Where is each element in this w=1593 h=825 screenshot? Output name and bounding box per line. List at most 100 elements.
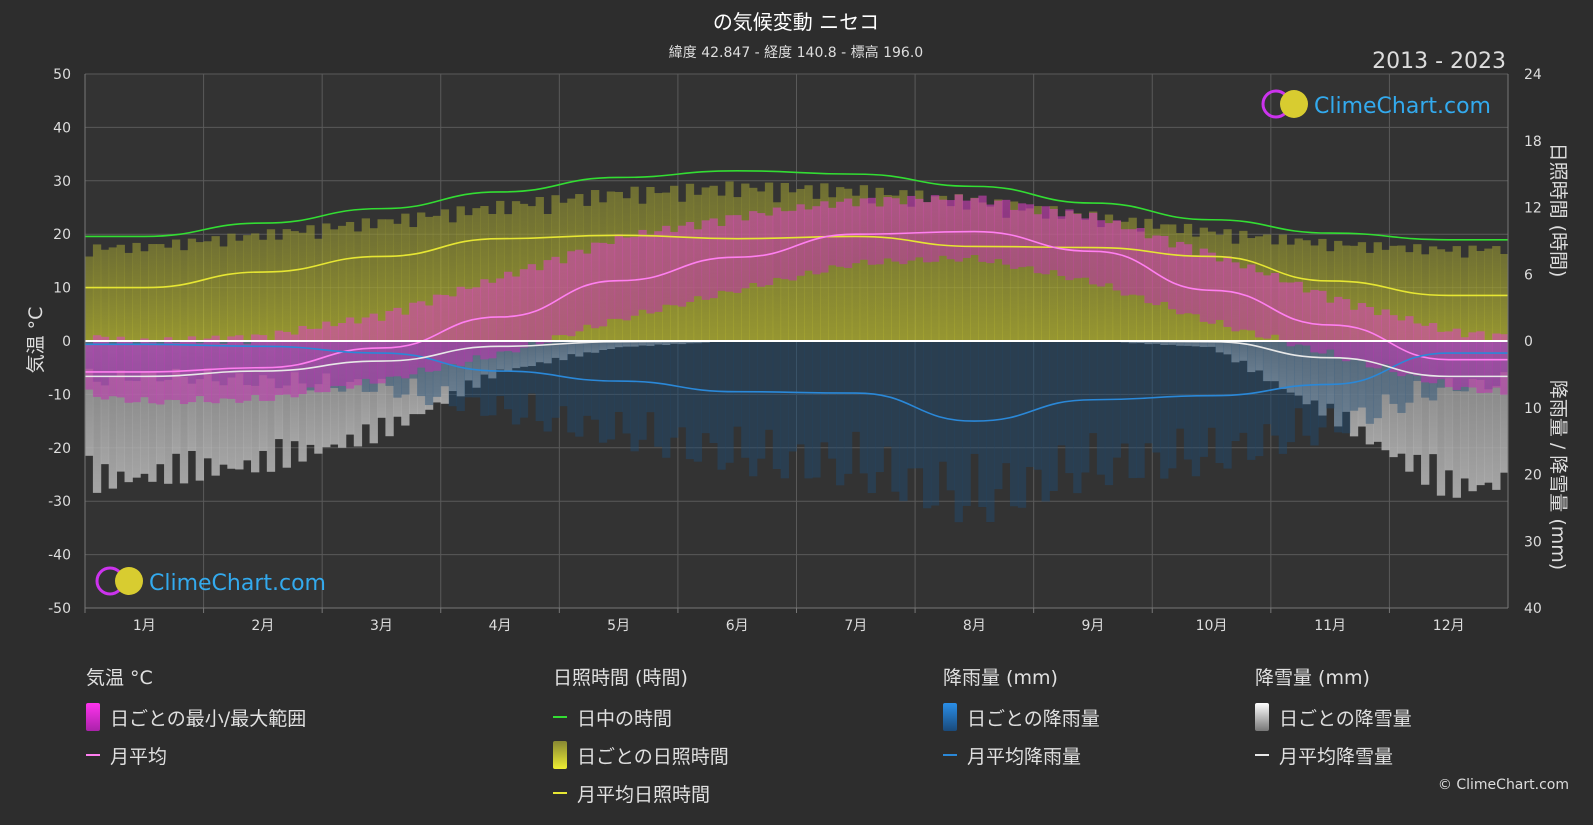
daily-temp-range-bar (385, 311, 394, 377)
daily-snow-bar (1255, 341, 1264, 371)
daily-temp-range-bar (677, 225, 687, 307)
daily-temp-range-bar (670, 231, 679, 306)
daily-rain-bar (693, 341, 703, 462)
daily-temp-range-bar (235, 335, 244, 403)
daily-sun-bar (938, 195, 948, 341)
tick-label-sun: 24 (1524, 67, 1542, 83)
daily-snow-bar (1444, 341, 1454, 471)
daily-rain-bar (1326, 341, 1335, 409)
daily-sun-bar (511, 201, 521, 341)
logo-text-bottom: ClimeChart.com (149, 571, 326, 596)
daily-temp-range-bar (353, 323, 363, 386)
daily-temp-range-bar (187, 336, 197, 403)
daily-temp-range-bar (1089, 212, 1098, 285)
daily-rain-bar (701, 341, 710, 434)
daily-sun-bar (266, 229, 276, 341)
daily-snow-bar (1460, 341, 1469, 479)
daily-rain-bar (749, 341, 758, 477)
legend-snow-title: 降雪量 (mm) (1255, 667, 1370, 689)
daily-rain-bar (630, 341, 639, 452)
legend-sun-daylight: 日中の時間 (553, 706, 729, 730)
series-line-月平均日照時間 (85, 234, 1508, 297)
daily-rain-bar (535, 341, 544, 422)
tick-label-sun: 18 (1524, 134, 1542, 150)
legend-sun-daily: 日ごとの日照時間 (553, 741, 729, 769)
daily-sun-bar (1302, 240, 1311, 341)
daily-temp-range-bar (448, 296, 457, 364)
daily-sun-bar (440, 209, 450, 341)
daily-temp-range-bar (527, 264, 537, 341)
daily-rain-bar (1049, 341, 1058, 491)
daily-rain-bar (559, 341, 568, 407)
daily-temp-range-bar (812, 206, 821, 275)
daily-temp-range-bar (899, 204, 908, 265)
logo-top: ClimeChart.com (1261, 89, 1491, 119)
daily-temp-range-bar (1310, 289, 1319, 353)
daily-snow-bar (1128, 341, 1137, 344)
daily-temp-range-bar (1270, 273, 1280, 335)
daily-temp-range-bar (1009, 209, 1019, 269)
daily-sun-bar (1341, 245, 1351, 341)
tick-label-temp: -10 (48, 387, 71, 403)
daily-temp-range-bar (251, 334, 260, 395)
daily-sun-bar (1318, 238, 1327, 341)
daily-temp-range-bar (100, 336, 110, 400)
daily-rain-bar (1278, 341, 1288, 454)
daily-sun-bar (251, 233, 260, 341)
daily-rain-bar (780, 341, 789, 479)
daily-rain-bar (598, 341, 608, 443)
daily-snow-bar (314, 341, 323, 454)
logo-sun-icon (1280, 90, 1308, 118)
daily-rain-bar (677, 341, 687, 428)
daily-sun-bar (962, 209, 971, 341)
tick-label-temp: -40 (48, 548, 71, 564)
daily-sun-bar (377, 219, 386, 341)
line-swatch-icon (86, 754, 100, 756)
daily-rain-bar (1310, 341, 1319, 446)
daily-rain-bar (1215, 341, 1224, 463)
daily-temp-range-bar (1476, 331, 1485, 394)
daily-temp-range-bar (1286, 282, 1295, 347)
daily-snow-bar (1207, 341, 1216, 347)
legend-sun-daylight-label: 日中の時間 (577, 707, 673, 730)
daily-temp-range-bar (662, 225, 671, 305)
daily-temp-range-bar (551, 256, 560, 336)
daily-temp-range-bar (1183, 244, 1193, 314)
daily-sun-bar (1349, 245, 1359, 341)
daily-temp-range-bar (1278, 282, 1288, 343)
legend-rain-daily: 日ごとの降雨量 (943, 703, 1100, 731)
daily-temp-range-bar (1041, 206, 1050, 275)
daily-snow-bar (1421, 341, 1430, 485)
daily-rain-bar (764, 341, 774, 430)
x-tick-label: 5月 (607, 618, 630, 634)
daily-sun-bar (203, 241, 212, 341)
daily-temp-range-bar (654, 231, 663, 312)
daily-temp-range-bar (772, 207, 782, 278)
daily-temp-range-bar (1365, 307, 1375, 368)
daily-temp-range-bar (1002, 199, 1011, 265)
daily-sun-bar (1468, 245, 1477, 341)
daily-temp-range-bar (519, 269, 529, 348)
daily-rain-bar (1120, 341, 1129, 444)
daily-sun-bar (535, 197, 544, 341)
daily-temp-range-bar (946, 200, 956, 260)
daily-sun-bar (148, 244, 157, 341)
daily-sun-bar (108, 247, 118, 341)
daily-rain-bar (899, 341, 908, 502)
daily-snow-bar (1239, 341, 1248, 361)
daily-snow-bar (116, 341, 125, 472)
daily-snow-bar (1373, 341, 1382, 442)
daily-rain-bar (1057, 341, 1066, 446)
daily-snow-bar (511, 341, 521, 369)
daily-rain-bar (575, 341, 584, 437)
daily-rain-bar (1349, 341, 1359, 411)
daily-sun-bar (1397, 245, 1406, 341)
daily-snow-bar (543, 341, 552, 364)
legend-sun: 日照時間 (時間) 日中の時間 日ごとの日照時間 月平均日照時間 (553, 663, 729, 820)
daily-rain-bar (891, 341, 900, 492)
legend-snow: 降雪量 (mm) 日ごとの降雪量 月平均降雪量 (1255, 663, 1412, 782)
daily-snow-bar (1428, 341, 1438, 455)
daily-snow-bar (227, 341, 236, 469)
daily-temp-range-bar (1421, 325, 1430, 383)
daily-rain-bar (741, 341, 750, 458)
